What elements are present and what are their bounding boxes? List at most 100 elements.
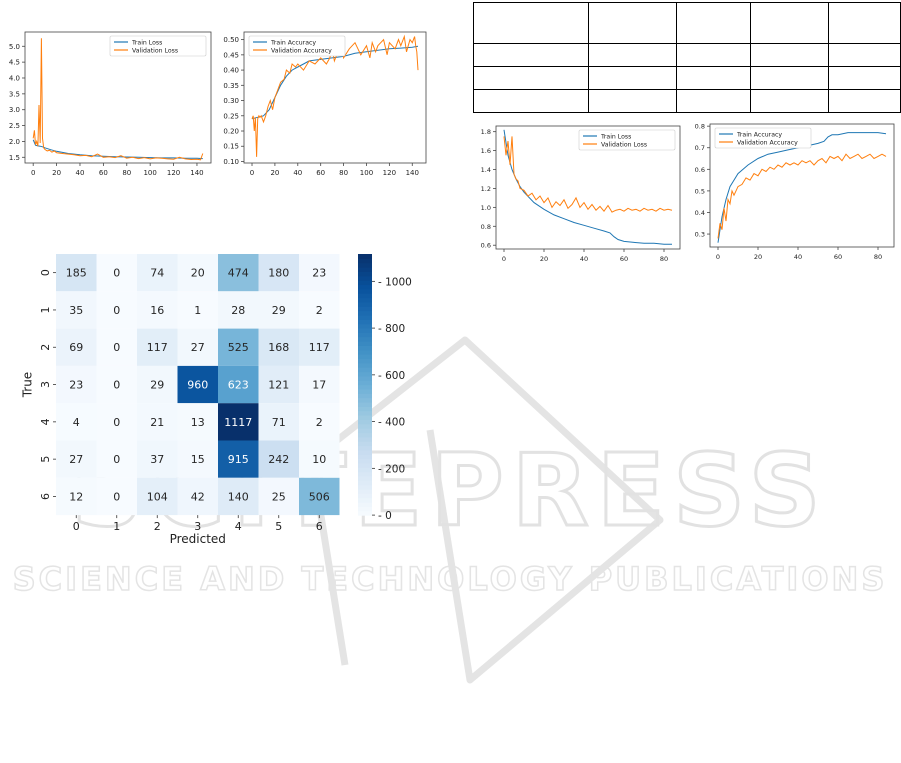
colorbar-tick-label: - 400 bbox=[378, 417, 405, 429]
heatmap-cell bbox=[299, 477, 340, 516]
x-tick-label: 40 bbox=[293, 169, 302, 177]
series-line-0 bbox=[717, 132, 887, 243]
heatmap-cell bbox=[258, 477, 299, 516]
y-tick-label: 5.0 bbox=[9, 43, 20, 51]
x-tick-label: 140 bbox=[406, 169, 419, 177]
colorbar-segment bbox=[358, 497, 372, 503]
colorbar-segment bbox=[358, 306, 372, 312]
heatmap-value: 12 bbox=[69, 490, 83, 503]
x-tick-label: 120 bbox=[383, 169, 396, 177]
heatmap-value: 242 bbox=[268, 453, 289, 466]
heatmap-cell bbox=[96, 365, 137, 404]
y-tick-label: 3.0 bbox=[9, 106, 20, 114]
y-tick-label: 1.2 bbox=[481, 185, 491, 193]
heatmap-cell bbox=[299, 291, 340, 329]
table-row bbox=[472, 66, 901, 90]
table-cell bbox=[588, 2, 677, 44]
heatmap-cell bbox=[96, 328, 137, 366]
heatmap-cell bbox=[137, 328, 178, 366]
colorbar-segment bbox=[358, 471, 372, 477]
y-tick-label: 1.8 bbox=[481, 128, 491, 136]
heatmap-value: 29 bbox=[272, 304, 286, 317]
table-row bbox=[472, 2, 901, 44]
colorbar-segment bbox=[358, 384, 372, 390]
heatmap-value: 28 bbox=[231, 304, 245, 317]
x-tick-label: 0 bbox=[716, 253, 720, 261]
y-tick-label: 0.8 bbox=[481, 223, 491, 231]
x-tick-label: 60 bbox=[99, 169, 108, 177]
heatmap-value: 506 bbox=[309, 490, 330, 503]
heatmap-value: 0 bbox=[113, 416, 120, 429]
y-tick-label: 6 bbox=[39, 493, 52, 500]
heatmap-value: 104 bbox=[147, 490, 168, 503]
colorbar-segment bbox=[358, 284, 372, 290]
colorbar-segment bbox=[358, 380, 372, 386]
legend-label: Train Accuracy bbox=[736, 131, 782, 138]
x-tick-label: 0 bbox=[31, 169, 35, 177]
legend-box bbox=[248, 35, 346, 57]
heatmap-cell bbox=[218, 291, 259, 329]
heatmap-value: 23 bbox=[312, 267, 326, 280]
heatmap-cell bbox=[258, 328, 299, 366]
x-tick-label: 20 bbox=[52, 169, 61, 177]
heatmap-cell bbox=[177, 477, 218, 516]
heatmap-value: 27 bbox=[191, 341, 205, 354]
heatmap-cell bbox=[177, 403, 218, 441]
heatmap-value: 20 bbox=[191, 267, 205, 280]
table-cell bbox=[472, 89, 590, 113]
heatmap-cell bbox=[218, 403, 259, 441]
heatmap-value: 27 bbox=[69, 453, 83, 466]
colorbar-segment bbox=[358, 314, 372, 320]
table-cell bbox=[675, 89, 752, 113]
heatmap-value: 0 bbox=[113, 267, 120, 280]
colorbar-segment bbox=[358, 401, 372, 407]
x-axis-label: Predicted bbox=[170, 532, 226, 545]
x-tick-label: 40 bbox=[580, 255, 588, 263]
heatmap-cell bbox=[258, 365, 299, 404]
heatmap-cell bbox=[56, 291, 97, 329]
heatmap-value: 623 bbox=[228, 379, 249, 392]
colorbar-segment bbox=[358, 375, 372, 381]
heatmap-cell bbox=[299, 254, 340, 292]
heatmap-value: 25 bbox=[272, 490, 286, 503]
heatmap-value: 4 bbox=[73, 416, 80, 429]
colorbar-tick-label: - 200 bbox=[378, 463, 405, 475]
heatmap-cell bbox=[218, 328, 259, 366]
x-tick-label: 0 bbox=[502, 255, 506, 263]
colorbar-segment bbox=[358, 367, 372, 373]
heatmap-value: 37 bbox=[150, 453, 164, 466]
table-cell bbox=[750, 66, 830, 90]
y-tick-label: 0.25 bbox=[223, 112, 239, 120]
colorbar-segment bbox=[358, 354, 372, 360]
colorbar-segment bbox=[358, 458, 372, 464]
colorbar-segment bbox=[358, 275, 372, 281]
x-tick-label: 3 bbox=[194, 520, 201, 533]
heatmap-value: 121 bbox=[268, 379, 289, 392]
table-row bbox=[472, 89, 901, 113]
plot-frame bbox=[709, 123, 895, 248]
legend-box bbox=[714, 127, 812, 149]
heatmap-cell bbox=[56, 365, 97, 404]
table-cell bbox=[588, 43, 677, 67]
series-line-0 bbox=[251, 45, 419, 120]
colorbar-segment bbox=[358, 301, 372, 307]
heatmap-value: 525 bbox=[228, 341, 249, 354]
table-cell bbox=[472, 2, 590, 44]
heatmap-value: 140 bbox=[228, 490, 249, 503]
colorbar-segment bbox=[358, 254, 372, 259]
heatmap-cell bbox=[137, 365, 178, 404]
y-tick-label: 2.0 bbox=[9, 138, 20, 146]
heatmap-value: 2 bbox=[316, 416, 323, 429]
heatmap-cell bbox=[177, 440, 218, 478]
heatmap-value: 1 bbox=[194, 304, 201, 317]
heatmap-cell bbox=[177, 328, 218, 366]
heatmap-value: 35 bbox=[69, 304, 83, 317]
x-tick-label: 120 bbox=[167, 169, 180, 177]
heatmap-cell bbox=[177, 365, 218, 404]
heatmap-cell bbox=[258, 403, 299, 441]
y-tick-label: 4.5 bbox=[9, 59, 20, 67]
y-tick-label: 0.35 bbox=[223, 82, 239, 90]
heatmap-cell bbox=[177, 291, 218, 329]
colorbar-segment bbox=[358, 462, 372, 468]
heatmap-value: 117 bbox=[147, 341, 168, 354]
